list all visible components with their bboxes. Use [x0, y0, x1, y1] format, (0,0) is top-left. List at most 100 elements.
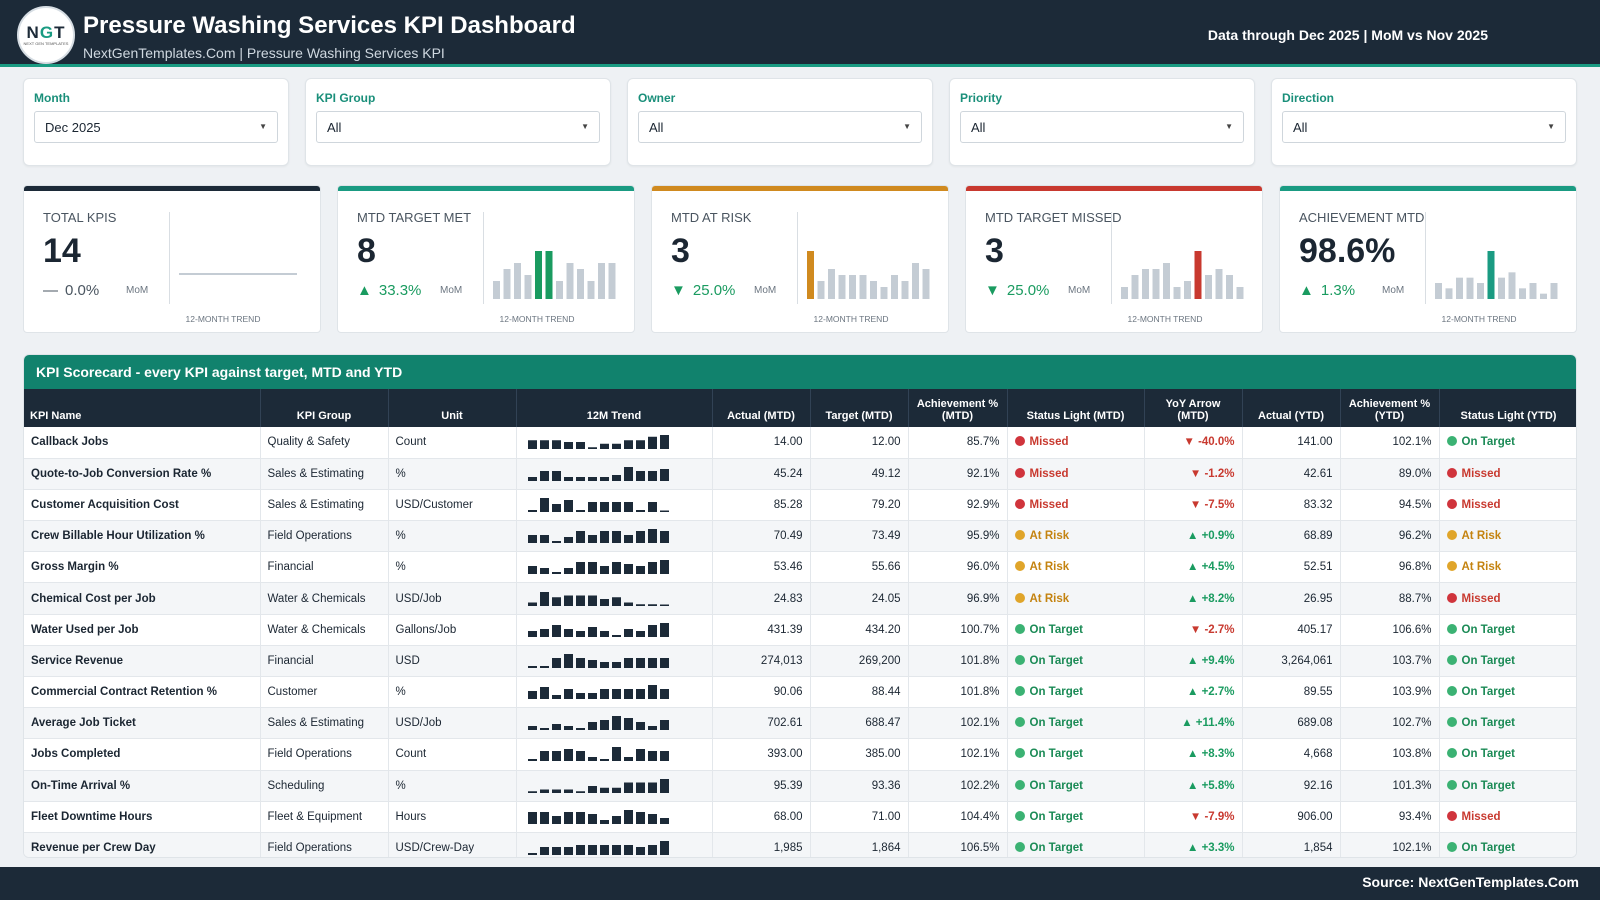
column-header[interactable]: Achievement % (MTD) [908, 389, 1008, 427]
trend-bar [545, 251, 553, 299]
actual-ytd-cell: 26.95 [1242, 582, 1341, 615]
mom-label: MoM [1382, 285, 1405, 296]
trend-cell [516, 832, 713, 857]
column-header[interactable]: Target (MTD) [810, 389, 909, 427]
column-header[interactable]: 12M Trend [516, 389, 713, 427]
column-header[interactable]: KPI Name [24, 389, 261, 427]
kpi-name-cell: Chemical Cost per Job [24, 582, 261, 615]
arrow-up-icon: ▲ [1186, 686, 1202, 699]
status-text: Missed [1029, 498, 1069, 511]
trend-label: 12-MONTH TREND [185, 314, 261, 324]
status-text: Missed [1461, 592, 1501, 605]
trend-bar [659, 560, 669, 575]
kpi-label: MTD TARGET MISSED [985, 210, 1122, 225]
status-dot-icon [1446, 779, 1457, 790]
column-header[interactable]: YoY Arrow (MTD) [1144, 389, 1243, 427]
trend-bar [635, 440, 645, 450]
trend-bar [647, 845, 657, 856]
owner-select[interactable]: All ▼ [638, 111, 922, 143]
table-row[interactable]: Revenue per Crew Day Field Operations USD/… [24, 832, 1576, 857]
priority-select[interactable]: All ▼ [960, 111, 1244, 143]
achievement-mtd-cell: 102.1% [908, 707, 1008, 740]
achievement-mtd-cell: 102.1% [908, 738, 1008, 771]
status-ytd-cell: On Target [1439, 832, 1576, 857]
arrow-down-icon: ▼ [671, 282, 686, 299]
column-header[interactable]: Actual (YTD) [1242, 389, 1341, 427]
column-header[interactable]: Unit [388, 389, 517, 427]
table-row[interactable]: Jobs Completed Field Operations Count 393.0… [24, 738, 1576, 771]
row-sparkline [527, 685, 669, 700]
trend-cell [516, 770, 713, 802]
yoy-value: -7.9% [1204, 810, 1235, 823]
actual-ytd-cell: 92.16 [1242, 770, 1341, 802]
column-header[interactable]: Status Light (YTD) [1439, 389, 1576, 427]
trend-label: 12-MONTH TREND [1441, 314, 1517, 324]
arrow-up-icon: ▲ [1181, 717, 1196, 730]
trend-bar [575, 811, 585, 824]
status-dot-icon [1446, 654, 1457, 665]
filter-kpi-group: KPI Group All ▼ [305, 78, 611, 166]
trend-bar [575, 790, 585, 793]
trend-bar [539, 470, 549, 481]
trend-bar [587, 785, 597, 793]
trend-bar [527, 811, 537, 824]
trend-bar [849, 275, 856, 299]
direction-select[interactable]: All ▼ [1282, 111, 1566, 143]
yoy-cell: ▲ +3.3% [1144, 832, 1243, 857]
column-header[interactable]: Status Light (MTD) [1007, 389, 1145, 427]
trend-bar [575, 531, 585, 544]
trend-cell [516, 582, 713, 615]
yoy-cell: ▼ -7.5% [1144, 489, 1243, 522]
table-row[interactable]: Gross Margin % Financial% 53.46 55.66 96.0% A… [24, 551, 1576, 584]
kpi-card: TOTAL KPIS 14 — 0.0% MoM 12-MONTH TREND [23, 185, 321, 333]
kpi-group-cell: Financial [260, 551, 389, 584]
table-row[interactable]: Commercial Contract Retention % Customer%… [24, 676, 1576, 709]
row-sparkline [527, 653, 669, 668]
target-mtd-cell: 88.44 [810, 676, 909, 709]
trend-bar [647, 685, 657, 700]
table-row[interactable]: Average Job Ticket Sales & Estimating USD/… [24, 707, 1576, 740]
yoy-cell: ▲ +5.8% [1144, 770, 1243, 802]
mom-label: MoM [440, 285, 463, 296]
table-row[interactable]: Crew Billable Hour Utilization % Field Op… [24, 520, 1576, 553]
table-row[interactable]: Service Revenue Financial USD 274,013 269,20… [24, 645, 1576, 678]
kpi-group-select[interactable]: All ▼ [316, 111, 600, 143]
column-header[interactable]: Actual (MTD) [712, 389, 811, 427]
target-mtd-cell: 1,864 [810, 832, 909, 857]
target-mtd-cell: 73.49 [810, 520, 909, 553]
yoy-value: +8.3% [1201, 748, 1235, 761]
target-mtd-cell: 12.00 [810, 427, 909, 459]
actual-mtd-cell: 68.00 [712, 801, 811, 833]
table-row[interactable]: Customer Acquisition Cost Sales & Estimat… [24, 489, 1576, 522]
trend-bar [1435, 283, 1442, 299]
status-ytd-cell: At Risk [1439, 551, 1576, 584]
column-header[interactable]: KPI Group [260, 389, 389, 427]
target-mtd-cell: 385.00 [810, 738, 909, 771]
table-row[interactable]: Callback Jobs Quality & Safety Count 14.00 1… [24, 427, 1576, 459]
month-select[interactable]: Dec 2025 ▼ [34, 111, 278, 143]
table-row[interactable]: Fleet Downtime Hours Fleet & Equipment Hou… [24, 801, 1576, 833]
yoy-value: -1.2% [1204, 467, 1235, 480]
table-row[interactable]: Water Used per Job Water & Chemicals Gallo… [24, 614, 1576, 646]
table-row[interactable]: Quote-to-Job Conversion Rate % Sales & Es… [24, 458, 1576, 490]
kpi-group-cell: Quality & Safety [260, 427, 389, 459]
mom-label: MoM [1068, 285, 1091, 296]
actual-ytd-cell: 68.89 [1242, 520, 1341, 553]
unit-cell: % [388, 551, 517, 584]
trend-bar [599, 759, 609, 762]
table-row[interactable]: On-Time Arrival % Scheduling% 95.39 93.36 10… [24, 770, 1576, 802]
column-header[interactable]: Achievement % (YTD) [1340, 389, 1440, 427]
yoy-cell: ▲ +2.7% [1144, 676, 1243, 709]
kpi-name-cell: Service Revenue [24, 645, 261, 678]
status-dot-icon [1014, 654, 1025, 665]
trend-bar [647, 657, 657, 668]
yoy-cell: ▲ +8.3% [1144, 738, 1243, 771]
table-row[interactable]: Chemical Cost per Job Water & Chemicals US… [24, 582, 1576, 615]
actual-ytd-cell: 689.08 [1242, 707, 1341, 740]
target-mtd-cell: 269,200 [810, 645, 909, 678]
trend-bar [659, 468, 669, 481]
trend-bar [575, 728, 585, 731]
trend-bar [587, 626, 597, 637]
trend-cell [516, 520, 713, 553]
trend-bar [912, 263, 919, 299]
